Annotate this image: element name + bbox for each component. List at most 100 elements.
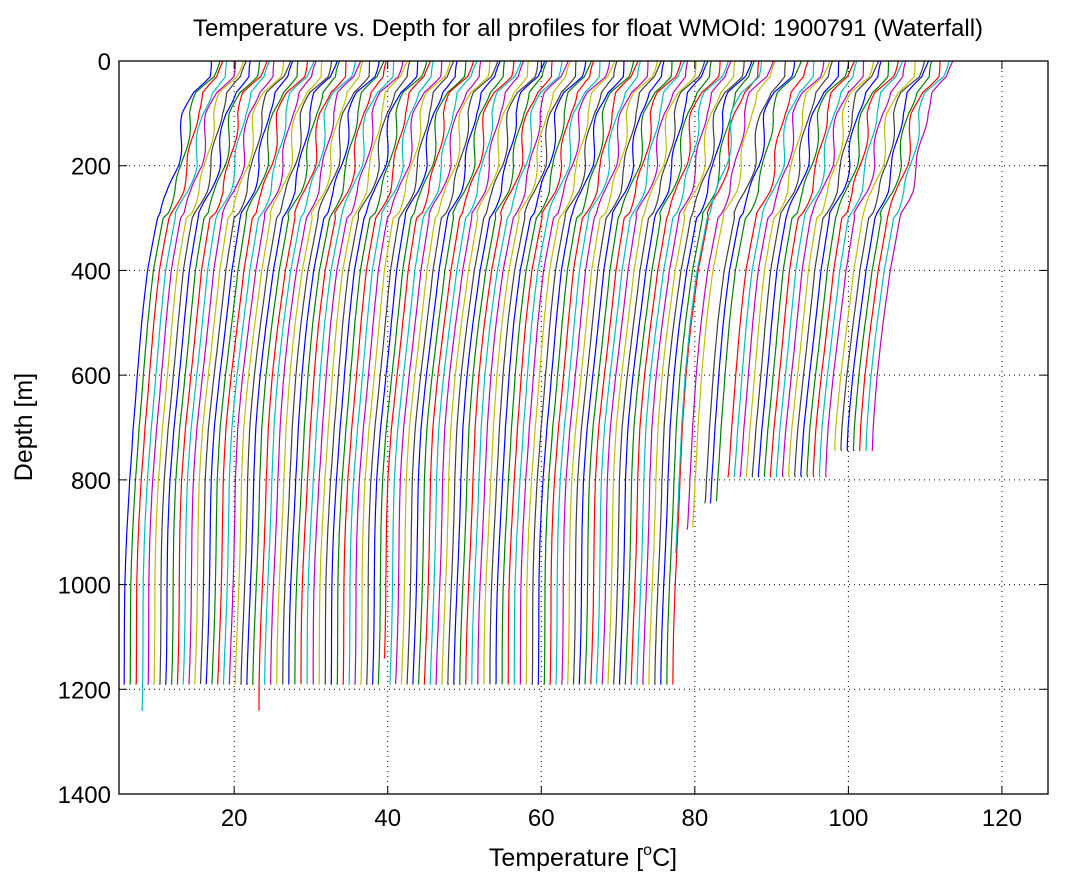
profile-line (692, 61, 776, 528)
y-tick-label: 1000 (58, 573, 111, 600)
profile-line (607, 61, 697, 685)
profile-line (312, 61, 404, 685)
profile-line (834, 61, 916, 452)
profile-line (205, 61, 294, 685)
profile-line (636, 61, 729, 685)
profile-line (336, 61, 428, 685)
profile-line (441, 61, 529, 685)
profile-line (507, 61, 595, 685)
x-tick-label: 60 (528, 805, 555, 832)
profile-line (477, 61, 569, 685)
profile-line (141, 61, 228, 711)
profile-line (400, 61, 491, 685)
profile-line (501, 61, 593, 685)
profile-line (806, 61, 890, 478)
profile-line (531, 61, 618, 685)
profile-line (775, 61, 858, 478)
profile-line (495, 61, 587, 685)
profile-line (871, 61, 954, 452)
profile-line (258, 61, 347, 711)
profile-line (642, 61, 732, 685)
x-tick-label: 100 (828, 805, 868, 832)
profile-line (654, 61, 745, 685)
profile-line (513, 61, 601, 685)
profile-line (595, 61, 686, 685)
y-axis-label: Depth [m] (10, 373, 38, 481)
profile-line (793, 61, 880, 478)
profile-line (800, 61, 882, 478)
profile-line (584, 61, 673, 685)
y-tick-label: 1200 (58, 677, 111, 704)
profile-line (666, 61, 755, 685)
profile-line (135, 61, 224, 685)
profile-line (199, 61, 292, 685)
profile-line (739, 61, 825, 478)
profile-line (733, 61, 815, 478)
profile-line (525, 61, 616, 685)
profile-line (222, 61, 315, 685)
profile-line (787, 61, 875, 478)
profile-line (276, 61, 364, 685)
profile-line (537, 61, 625, 685)
profile-line (675, 61, 762, 554)
profile-line (763, 61, 850, 478)
profile-line (153, 61, 245, 685)
profile-line (859, 61, 941, 452)
profile-line (318, 61, 408, 685)
profile-line (846, 61, 930, 452)
profile-line (354, 61, 443, 685)
profile-line (590, 61, 682, 685)
profile-line (471, 61, 563, 685)
profile-line (852, 61, 933, 452)
profile-line (417, 61, 505, 685)
profile-line (865, 61, 950, 452)
profile-line (686, 61, 775, 530)
x-axis-label: Temperature [oC] (489, 842, 677, 872)
profile-line (228, 61, 317, 685)
x-tick-label: 40 (374, 805, 401, 832)
profile-line (217, 61, 309, 685)
x-tick-label: 20 (221, 805, 248, 832)
profile-line (543, 61, 635, 685)
y-tick-label: 600 (71, 363, 111, 390)
profile-line (170, 61, 261, 685)
profile-line (465, 61, 553, 685)
profile-line (383, 61, 475, 659)
profile-line (818, 61, 904, 478)
profile-line (435, 61, 525, 685)
profile-line (176, 61, 268, 685)
profile-line (371, 61, 458, 685)
profile-line (453, 61, 546, 685)
profile-line (288, 61, 380, 685)
profile-line (182, 61, 271, 685)
profile-line (555, 61, 642, 685)
profile-line (447, 61, 539, 685)
profile-line (709, 61, 796, 504)
profile-line (240, 61, 333, 685)
profile-line (727, 61, 809, 478)
profile-line (618, 61, 709, 685)
grid-layer (119, 61, 1048, 794)
profile-line (519, 61, 611, 685)
profile-line (769, 61, 856, 478)
profile-line (306, 61, 395, 685)
profile-line (840, 61, 926, 452)
profile-line (360, 61, 452, 685)
profile-line (159, 61, 247, 685)
profile-line (234, 61, 323, 685)
profile-line (252, 61, 341, 685)
profile-line (165, 61, 251, 685)
plot-frame (118, 60, 1049, 795)
profile-line (377, 61, 467, 685)
y-tick-label: 0 (98, 49, 111, 76)
profile-line (672, 61, 760, 685)
chart-title: Temperature vs. Depth for all profiles f… (193, 15, 983, 42)
profile-line (660, 61, 753, 685)
profile-line (324, 61, 411, 685)
profile-line (567, 61, 658, 685)
profile-line (561, 61, 649, 685)
profile-line (194, 61, 285, 685)
